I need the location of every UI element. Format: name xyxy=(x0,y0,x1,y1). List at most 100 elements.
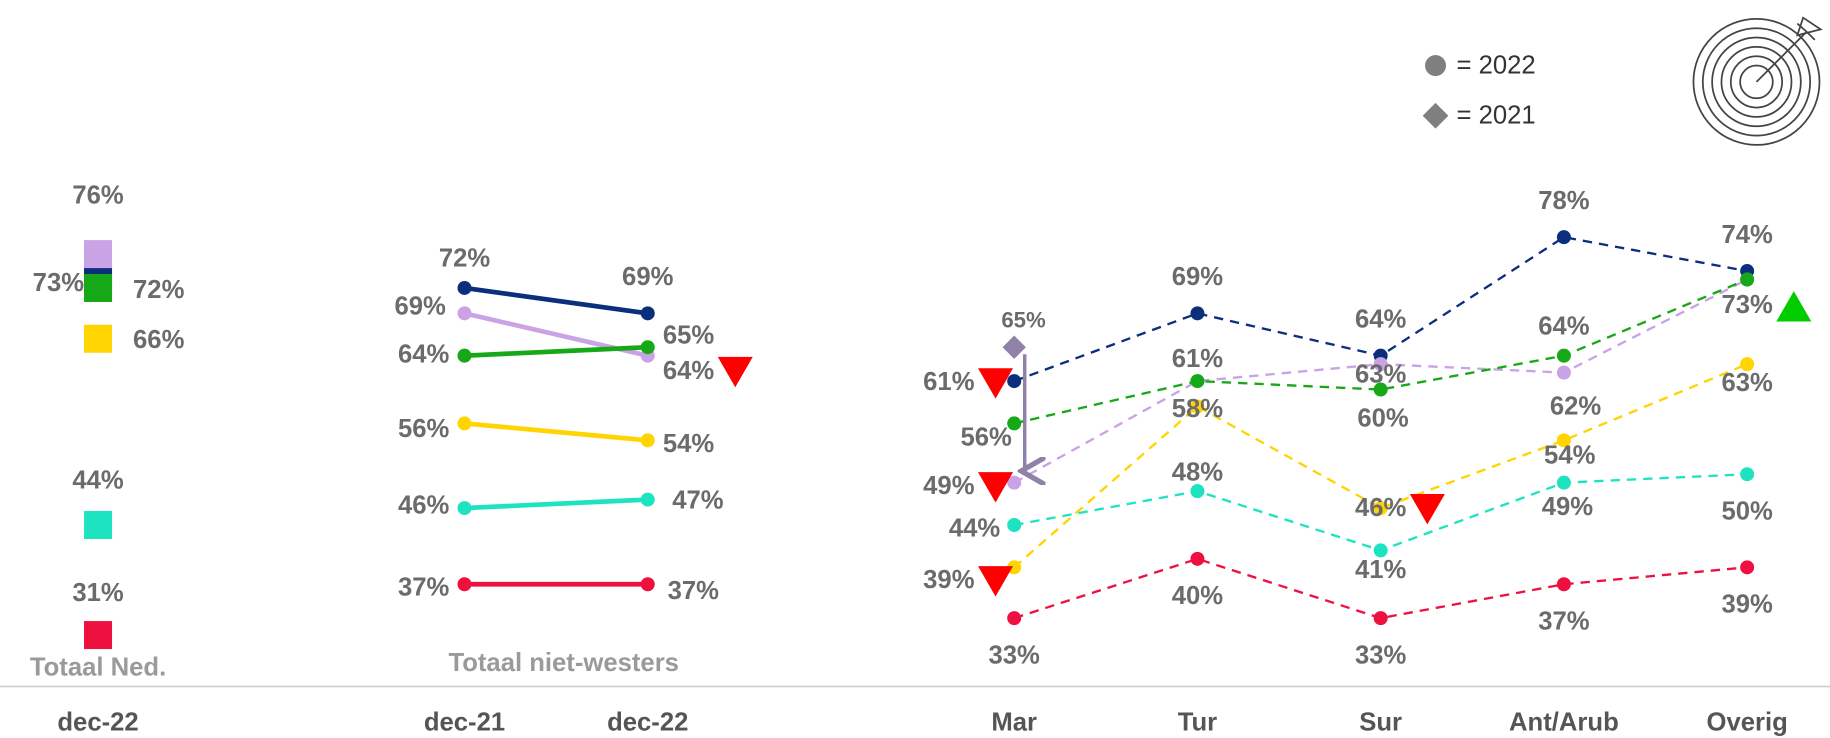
point xyxy=(1007,374,1022,389)
legend-label: = 2022 xyxy=(1457,52,1536,80)
point xyxy=(1007,611,1022,626)
point xyxy=(457,416,472,431)
data-label: 65% xyxy=(1001,307,1046,332)
data-label: 37% xyxy=(398,574,450,602)
data-label: 54% xyxy=(1544,441,1596,469)
series-line xyxy=(1013,278,1748,425)
data-label: 78% xyxy=(1538,187,1590,215)
data-label: 64% xyxy=(663,357,715,385)
point xyxy=(457,280,472,295)
panel-title: Totaal niet-westers xyxy=(448,649,679,677)
point xyxy=(640,577,655,592)
series-line xyxy=(464,344,648,359)
point xyxy=(457,306,472,321)
data-label: 58% xyxy=(1172,395,1224,423)
data-label: 69% xyxy=(622,263,674,291)
significance-marker xyxy=(978,472,1014,503)
point xyxy=(640,492,655,507)
data-label: 64% xyxy=(1538,312,1590,340)
target-icon xyxy=(1692,16,1823,146)
data-label: 33% xyxy=(1355,641,1407,669)
data-label: 69% xyxy=(394,292,446,320)
data-label: 44% xyxy=(949,514,1001,542)
marker xyxy=(84,240,113,269)
point xyxy=(640,433,655,448)
data-label: 73% xyxy=(33,269,85,297)
series-line xyxy=(464,285,649,316)
significance-marker xyxy=(717,356,753,388)
data-label: 72% xyxy=(439,245,491,273)
data-label: 69% xyxy=(1172,263,1224,291)
point xyxy=(1373,357,1388,372)
x-tick-label: dec-21 xyxy=(424,709,505,737)
data-label: 44% xyxy=(72,467,124,495)
data-label: 48% xyxy=(1172,458,1224,486)
series-line xyxy=(464,421,648,443)
point xyxy=(1190,399,1205,414)
marker xyxy=(84,510,113,540)
point xyxy=(1373,543,1388,558)
data-label: 60% xyxy=(1357,405,1409,433)
point xyxy=(1190,551,1205,566)
point xyxy=(640,340,655,355)
point xyxy=(1007,517,1022,533)
significance-marker xyxy=(978,368,1014,399)
data-label: 72% xyxy=(133,276,185,304)
x-tick-label: Ant/Arub xyxy=(1509,709,1619,737)
data-label: 64% xyxy=(398,340,450,368)
data-label: 62% xyxy=(1550,392,1602,420)
data-label: 63% xyxy=(1355,361,1407,389)
data-label: 49% xyxy=(1542,493,1594,521)
data-label: 31% xyxy=(72,579,124,607)
data-label: 73% xyxy=(1721,291,1773,319)
point xyxy=(457,501,472,516)
data-label: 47% xyxy=(672,487,724,515)
point xyxy=(457,577,472,592)
x-tick-label: Mar xyxy=(991,709,1037,737)
significance-marker xyxy=(1776,291,1812,322)
data-label: 63% xyxy=(1721,369,1773,397)
point xyxy=(1556,365,1571,380)
panel-title: Totaal Ned. xyxy=(30,654,166,682)
point xyxy=(1190,306,1205,321)
x-tick-label: Tur xyxy=(1178,709,1217,737)
point xyxy=(1740,560,1755,575)
data-label: 41% xyxy=(1355,556,1407,584)
data-label: 37% xyxy=(668,577,720,605)
data-label: 56% xyxy=(961,423,1013,451)
data-label: 49% xyxy=(923,472,975,500)
data-label: 39% xyxy=(923,566,975,594)
marker xyxy=(84,324,113,353)
legend-marker xyxy=(1425,55,1447,77)
series-line xyxy=(464,497,648,511)
data-label: 64% xyxy=(1355,305,1407,333)
data-label: 61% xyxy=(923,368,975,396)
point-2021 xyxy=(1002,335,1026,359)
point xyxy=(1190,484,1205,499)
point xyxy=(1007,560,1022,575)
x-tick-label: Overig xyxy=(1706,709,1787,737)
point xyxy=(1373,501,1388,516)
data-label: 61% xyxy=(1172,345,1224,373)
point xyxy=(1740,272,1755,287)
data-label: 46% xyxy=(398,492,450,520)
data-label: 65% xyxy=(663,321,715,349)
point xyxy=(1373,611,1388,626)
significance-marker xyxy=(978,566,1014,597)
data-label: 54% xyxy=(663,430,715,458)
point xyxy=(1556,475,1571,490)
significance-marker xyxy=(1409,494,1445,525)
data-label: 39% xyxy=(1721,591,1773,619)
x-tick-label: dec-22 xyxy=(607,709,688,737)
data-label: 56% xyxy=(398,415,450,443)
point xyxy=(1556,577,1571,592)
marker xyxy=(84,621,113,650)
point xyxy=(1556,433,1571,448)
point xyxy=(1740,467,1755,482)
data-label: 37% xyxy=(1538,608,1590,636)
data-label: 40% xyxy=(1172,582,1224,610)
point xyxy=(1556,230,1571,245)
data-label: 74% xyxy=(1721,221,1773,249)
legend-marker xyxy=(1422,102,1449,129)
